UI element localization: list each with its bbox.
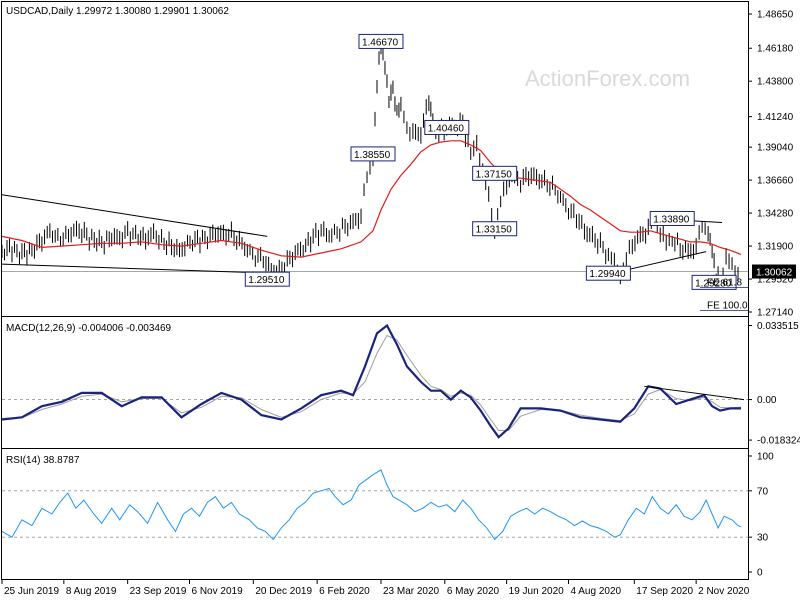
macd-panel-header: MACD(12,26,9) -0.004006 -0.003469 xyxy=(6,323,172,334)
price-annotation-text: 1.29510 xyxy=(248,275,285,286)
x-tick-label: 4 Aug 2020 xyxy=(570,586,621,597)
price-annotation: 1.38550 xyxy=(350,146,396,162)
current-price-value: 1.30062 xyxy=(756,268,793,279)
watermark: ActionForex.com xyxy=(525,66,690,91)
price-annotation: 1.33890 xyxy=(649,210,695,226)
rsi-y-tick-label: 70 xyxy=(757,486,769,497)
price-y-tick-label: 1.34280 xyxy=(757,209,794,220)
rsi-y-tick-label: 100 xyxy=(757,452,774,463)
price-y-tick-label: 1.36660 xyxy=(757,176,794,187)
price-annotation-text: 1.38550 xyxy=(354,150,391,161)
price-annotation-box xyxy=(358,33,404,49)
price-plot: 1.46670 1.38550 1.40460 1.37150 1.33150 1.299… xyxy=(1,33,796,312)
x-tick-label: 23 Sep 2019 xyxy=(130,586,187,597)
rsi-y-tick-label: 0 xyxy=(757,568,763,579)
price-annotation-text: 1.29940 xyxy=(589,269,626,280)
rsi-y-axis: 100 70 30 0 xyxy=(748,452,774,579)
x-tick-label: 23 Mar 2020 xyxy=(383,586,440,597)
price-y-tick-label: 1.39040 xyxy=(757,143,794,154)
x-tick-label: 2 Nov 2020 xyxy=(698,586,750,597)
current-price-box xyxy=(752,264,796,279)
price-annotation-box xyxy=(244,271,290,287)
price-annotation-box xyxy=(424,119,470,135)
price-annotation: 1.29510 xyxy=(244,271,290,287)
x-tick-label: 17 Sep 2020 xyxy=(636,586,693,597)
price-y-tick-label: 1.29520 xyxy=(757,275,794,286)
x-tick-label: 6 Nov 2019 xyxy=(191,586,243,597)
x-tick-label: 8 Aug 2019 xyxy=(66,586,117,597)
price-annotation-text: 1.33890 xyxy=(653,214,690,225)
price-y-tick-label: 1.27140 xyxy=(757,308,794,319)
price-annotation-text: 1.40460 xyxy=(428,123,465,134)
price-annotation: 1.29940 xyxy=(585,265,631,281)
price-annotation: 1.46670 xyxy=(358,33,404,49)
price-y-axis: 1.48650 1.46180 1.43800 1.41240 1.39040 1.366… xyxy=(748,10,794,319)
price-annotation: 1.29280 xyxy=(691,274,737,290)
macd-y-axis: 0.033515 0.00 -0.018324 xyxy=(748,321,800,447)
rsi-y-tick-label: 30 xyxy=(757,533,769,544)
rsi-line xyxy=(1,469,742,541)
x-tick-label: 6 Feb 2020 xyxy=(319,586,370,597)
moving-average-line xyxy=(1,140,742,258)
x-tick-label: 19 Jun 2020 xyxy=(509,586,564,597)
macd-y-tick-label: -0.018324 xyxy=(757,436,800,447)
price-annotation: 1.40460 xyxy=(424,119,470,135)
price-annotation-text: 1.33150 xyxy=(476,225,513,236)
price-annotation-text: 1.46670 xyxy=(362,37,399,48)
price-y-tick-label: 1.41240 xyxy=(757,112,794,123)
price-annotation-box xyxy=(585,265,631,281)
price-annotation-text: 1.37150 xyxy=(476,169,513,180)
rsi-plot xyxy=(1,469,748,541)
price-trendline xyxy=(1,263,288,275)
price-y-tick-label: 1.48650 xyxy=(757,10,794,21)
macd-y-tick-label: 0.00 xyxy=(757,395,777,406)
macd-y-tick-label: 0.033515 xyxy=(757,321,799,332)
price-y-tick-label: 1.46180 xyxy=(757,44,794,55)
rsi-panel-header: RSI(14) 38.8787 xyxy=(6,455,80,466)
price-annotation-box xyxy=(649,210,695,226)
price-annotation: 1.37150 xyxy=(472,165,518,181)
macd-plot xyxy=(1,323,748,439)
x-tick-label: 20 Dec 2019 xyxy=(255,586,312,597)
price-annotation: 1.33150 xyxy=(472,221,518,237)
current-price-badge: 1.30062 xyxy=(752,264,796,279)
macd-trendline xyxy=(644,385,745,401)
price-y-tick-label: 1.43800 xyxy=(757,77,794,88)
price-panel-header: USDCAD,Daily 1.29972 1.30080 1.29901 1.3… xyxy=(6,6,229,17)
price-annotation-box xyxy=(472,165,518,181)
fib-label: FE 100.0 xyxy=(707,301,748,312)
price-annotation-box xyxy=(472,221,518,237)
price-y-tick-label: 1.31900 xyxy=(757,242,794,253)
price-annotation-text: 1.29280 xyxy=(695,278,732,289)
x-tick-label: 25 Jun 2019 xyxy=(4,586,59,597)
price-annotation-box xyxy=(691,274,737,290)
price-annotation-box xyxy=(350,146,396,162)
macd-line xyxy=(1,323,741,439)
x-tick-label: 6 May 2020 xyxy=(447,586,500,597)
x-axis: 25 Jun 2019 8 Aug 2019 23 Sep 2019 6 Nov 20… xyxy=(1,580,750,597)
rsi-panel-frame xyxy=(1,448,749,580)
fib-label: FE 61.8 xyxy=(707,277,742,288)
